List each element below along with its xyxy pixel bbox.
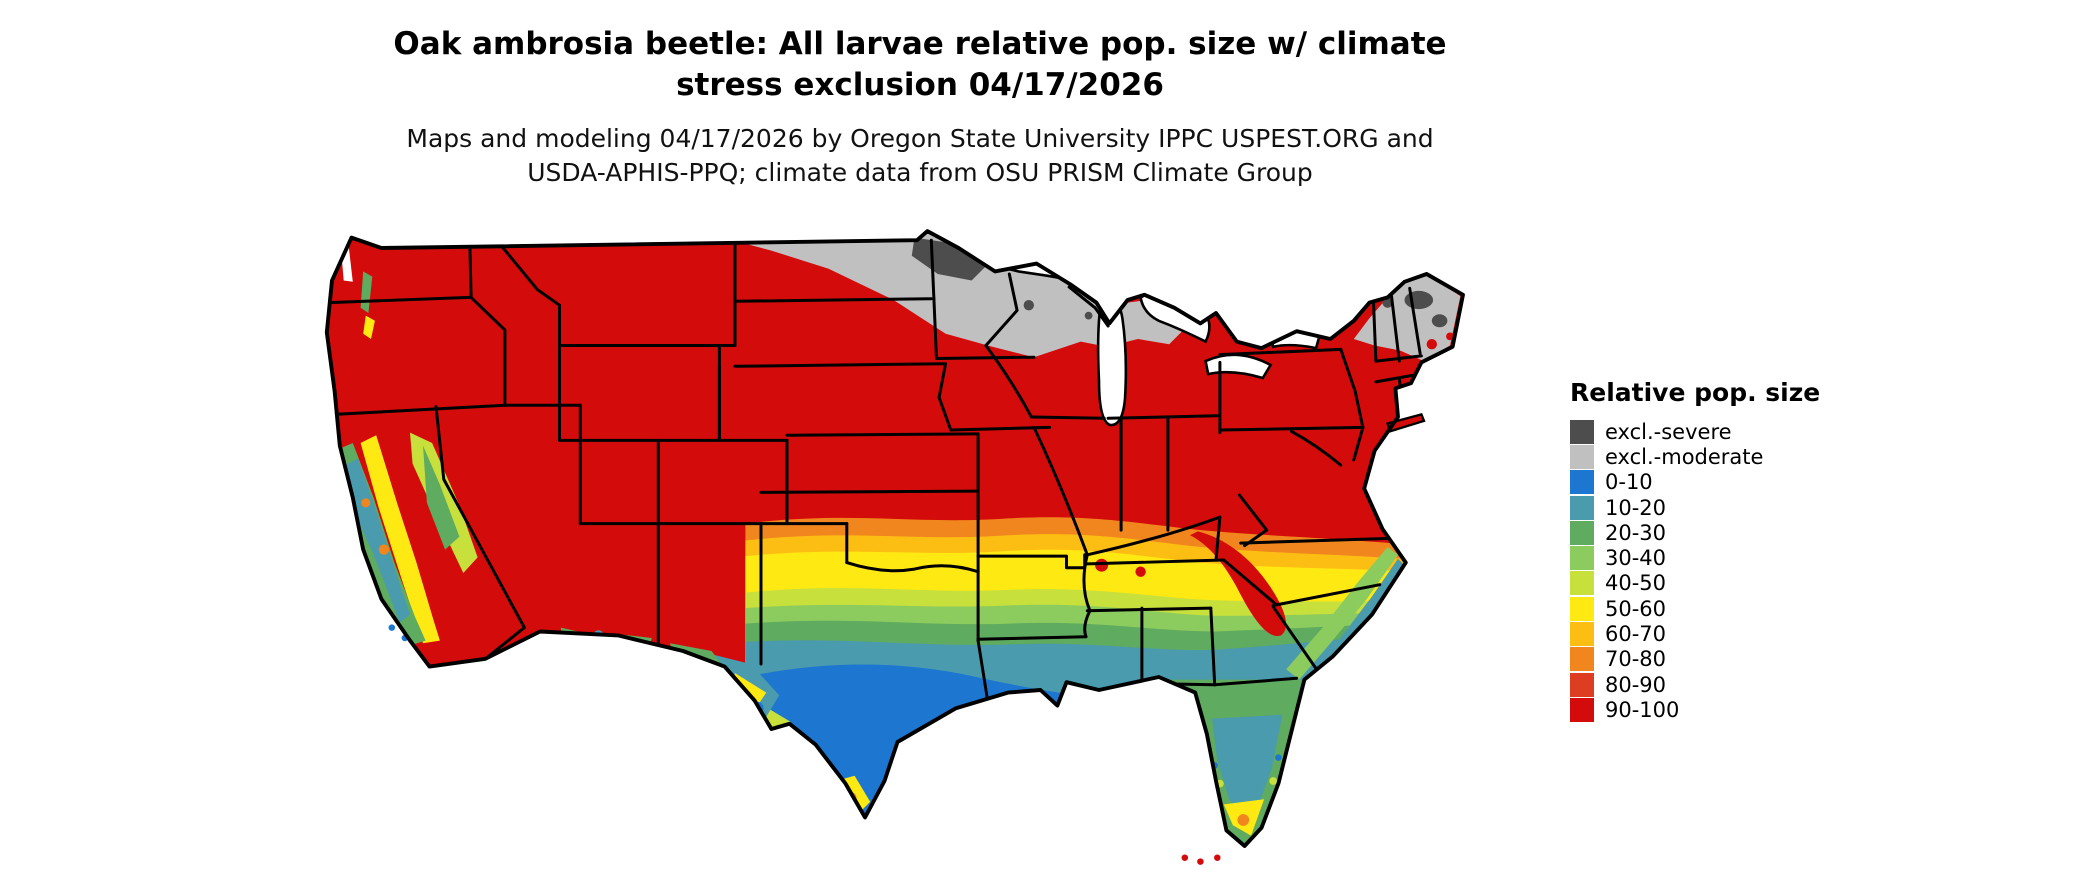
legend-swatch-90-100 — [1570, 697, 1594, 722]
legend-label: 90-100 — [1605, 697, 1680, 722]
legend-item: 30-40 — [1570, 545, 1900, 571]
map-title-line1: Oak ambrosia beetle: All larvae relative… — [393, 26, 1447, 62]
map-subtitle-line2: USDA-APHIS-PPQ; climate data from OSU PR… — [527, 158, 1313, 187]
legend-swatch-50-60 — [1570, 596, 1594, 621]
us-map-svg — [324, 229, 1465, 865]
map-title-line2: stress exclusion 04/17/2026 — [676, 67, 1164, 103]
legend-item: 70-80 — [1570, 647, 1900, 672]
legend-swatch-excl-moderate — [1570, 444, 1594, 469]
legend-swatch-60-70 — [1570, 622, 1594, 647]
map-subtitle-line1: Maps and modeling 04/17/2026 by Oregon S… — [406, 124, 1434, 153]
legend-label: excl.-severe — [1605, 419, 1732, 444]
legend-item: 10-20 — [1570, 495, 1900, 520]
legend-title: Relative pop. size — [1570, 378, 1821, 407]
legend-swatch-20-30 — [1570, 520, 1594, 545]
legend-item: 0-10 — [1570, 470, 1900, 495]
legend-label: 20-30 — [1605, 520, 1667, 545]
legend-label: excl.-moderate — [1605, 444, 1764, 469]
map-subtitle: Maps and modeling 04/17/2026 by Oregon S… — [0, 122, 1840, 190]
population-bands — [745, 517, 1453, 846]
legend-label: 70-80 — [1605, 647, 1667, 672]
map-title: Oak ambrosia beetle: All larvae relative… — [0, 24, 1840, 106]
legend-item: 20-30 — [1570, 520, 1900, 545]
legend-swatch-40-50 — [1570, 571, 1594, 596]
legend-item: excl.-severe — [1570, 419, 1900, 444]
legend-label: 40-50 — [1605, 571, 1667, 596]
legend-item: 40-50 — [1570, 571, 1900, 596]
legend-item: 60-70 — [1570, 621, 1900, 647]
florida-keys — [1181, 854, 1221, 865]
state-boundaries — [327, 238, 1423, 700]
legend-label: 60-70 — [1605, 622, 1667, 647]
legend-item: 90-100 — [1570, 697, 1900, 722]
legend-label: 80-90 — [1605, 672, 1667, 697]
legend-item: 80-90 — [1570, 672, 1900, 697]
legend-swatch-excl-severe — [1570, 419, 1594, 444]
florida-detail — [1161, 679, 1302, 844]
legend-swatch-70-80 — [1570, 647, 1594, 672]
us-map — [306, 222, 1528, 885]
channel-islands — [388, 624, 409, 642]
exclusion-regions — [732, 231, 1461, 362]
legend-swatch-30-40 — [1570, 546, 1594, 571]
lake-michigan — [1096, 294, 1128, 427]
map-clipped-content — [326, 231, 1463, 846]
offshore-details — [388, 412, 1426, 865]
legend-label: 30-40 — [1605, 546, 1667, 571]
legend-swatch-10-20 — [1570, 495, 1594, 520]
legend-item: excl.-moderate — [1570, 444, 1900, 469]
legend-swatch-0-10 — [1570, 470, 1594, 495]
legend: Relative pop. size excl.-severe excl.-mo… — [1570, 378, 1900, 723]
us-outline — [324, 229, 1465, 848]
legend-item: 50-60 — [1570, 596, 1900, 621]
legend-label: 0-10 — [1605, 470, 1653, 495]
legend-label: 10-20 — [1605, 495, 1667, 520]
legend-label: 50-60 — [1605, 596, 1667, 621]
atlantic-coastal-strips — [1286, 547, 1405, 690]
legend-swatch-80-90 — [1570, 672, 1594, 697]
